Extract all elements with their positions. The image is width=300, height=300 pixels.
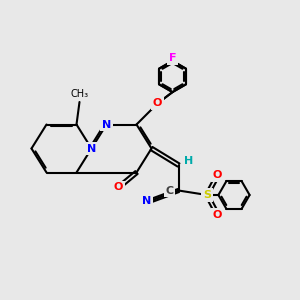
Text: O: O bbox=[213, 170, 222, 181]
Text: H: H bbox=[184, 155, 194, 166]
Text: O: O bbox=[153, 98, 162, 109]
Text: N: N bbox=[102, 119, 111, 130]
Text: O: O bbox=[114, 182, 123, 193]
Text: F: F bbox=[169, 53, 176, 63]
Text: S: S bbox=[203, 190, 211, 200]
Text: C: C bbox=[165, 185, 174, 196]
Text: N: N bbox=[142, 196, 152, 206]
Text: N: N bbox=[87, 143, 96, 154]
Text: CH₃: CH₃ bbox=[70, 89, 88, 99]
Text: O: O bbox=[213, 209, 222, 220]
